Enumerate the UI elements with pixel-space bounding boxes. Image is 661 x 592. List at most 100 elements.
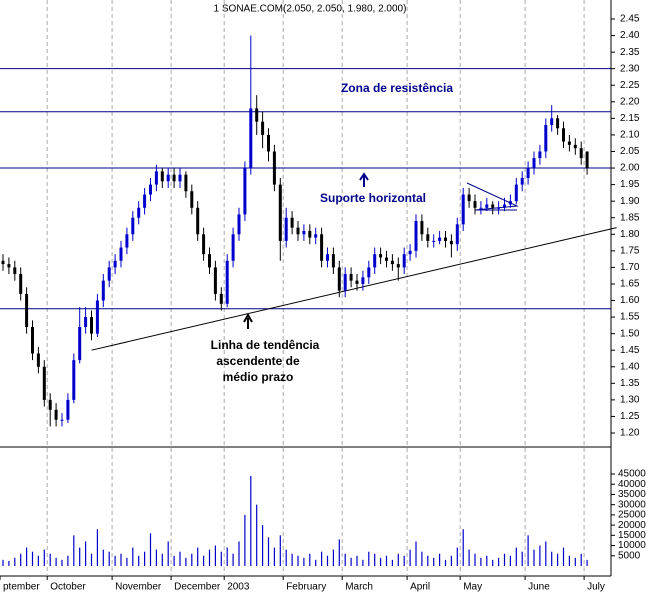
x-tick-label: March (345, 582, 373, 592)
annotation: Linha de tendência (211, 338, 320, 352)
candle-body (573, 144, 577, 149)
candle-body (579, 148, 583, 159)
candle-body (396, 264, 400, 268)
candle-body (402, 254, 406, 268)
arrow-trend (243, 312, 253, 329)
candle-body (54, 409, 58, 420)
candle-body (556, 118, 560, 129)
candle-body (284, 217, 288, 241)
candle-body (385, 257, 388, 261)
candle-body (337, 267, 341, 291)
candle-body (497, 207, 501, 209)
candle-body (237, 214, 241, 235)
candle-body (461, 194, 465, 225)
y2-tick-label: 10000 (618, 540, 646, 551)
candle-body (308, 230, 312, 238)
y2-tick-label: 20000 (618, 520, 646, 531)
trend-line (91, 227, 617, 351)
y-tick-label: 1.30 (620, 395, 640, 406)
y2-tick-label: 5000 (618, 550, 641, 561)
candle-body (166, 174, 170, 182)
y2-tick-label: 15000 (618, 530, 646, 541)
candle-body (84, 317, 88, 328)
candle-body (538, 151, 542, 159)
y2-tick-label: 45000 (618, 469, 646, 480)
candle-body (467, 194, 471, 202)
chart-title: 1 SONAE.COM(2.050, 2.050, 1.980, 2.000) (214, 4, 407, 15)
y-tick-label: 2.40 (620, 30, 640, 41)
candle-body (390, 260, 394, 265)
y2-tick-label: 30000 (618, 499, 646, 510)
candle-body (137, 207, 141, 218)
x-tick-label: February (286, 582, 326, 592)
candle-body (544, 124, 548, 152)
candle-body (208, 254, 211, 268)
candle-body (503, 204, 506, 208)
candle-body (379, 254, 383, 258)
y-tick-label: 2.00 (620, 163, 640, 174)
candle-body (320, 234, 324, 261)
candle-body (432, 240, 436, 242)
candle-body (48, 399, 52, 410)
candle-body (367, 267, 371, 278)
candle-body (355, 280, 359, 284)
y-tick-label: 2.05 (620, 146, 640, 157)
y-tick-label: 2.15 (620, 113, 640, 124)
candle-body (326, 254, 329, 261)
annotation: Zona de resistência (341, 81, 453, 95)
x-tick-label: October (50, 582, 86, 592)
candle-body (66, 399, 70, 420)
y-tick-label: 1.35 (620, 378, 640, 389)
candle-body (243, 168, 247, 215)
x-tick-label: ptember (3, 582, 40, 592)
candle-body (60, 419, 64, 421)
candle-body (267, 134, 270, 152)
x-tick-label: June (528, 582, 550, 592)
candle-body (290, 217, 294, 228)
y-tick-label: 2.25 (620, 80, 640, 91)
candle-body (449, 240, 453, 245)
candle-body (343, 274, 347, 291)
candle-body (408, 250, 412, 255)
y-tick-label: 1.55 (620, 312, 640, 323)
candle-body (272, 151, 276, 185)
candle-body (508, 201, 512, 205)
candle-body (125, 234, 129, 248)
y-tick-label: 2.35 (620, 47, 640, 58)
candle-body (113, 260, 117, 268)
candle-body (296, 227, 300, 235)
candle-body (219, 293, 223, 304)
y2-tick-label: 35000 (618, 489, 646, 500)
y-tick-label: 1.85 (620, 212, 640, 223)
candle-body (154, 171, 158, 185)
candle-body (149, 184, 152, 195)
candle-body (160, 171, 164, 182)
candle-body (520, 177, 524, 185)
y-tick-label: 2.20 (620, 96, 640, 107)
candle-body (213, 267, 217, 294)
y-tick-label: 1.65 (620, 279, 640, 290)
candle-body (1, 260, 5, 265)
candle-body (302, 230, 306, 235)
candle-body (420, 221, 424, 235)
y-tick-label: 2.45 (620, 14, 640, 25)
candle-body (331, 254, 335, 268)
y-tick-label: 1.75 (620, 245, 640, 256)
candle-body (444, 237, 447, 241)
candle-body (526, 168, 530, 178)
candle-body (178, 174, 182, 182)
y2-tick-label: 25000 (618, 510, 646, 521)
y-tick-label: 2.30 (620, 63, 640, 74)
candle-body (190, 191, 194, 208)
annotation: Suporte horizontal (320, 191, 426, 205)
candle-body (196, 207, 200, 235)
candle-body (585, 151, 589, 169)
candle-body (455, 224, 459, 245)
candle-body (373, 254, 377, 268)
x-tick-label: December (174, 582, 221, 592)
annotation: médio prazo (223, 370, 294, 384)
candle-body (249, 108, 253, 169)
candle-body (567, 141, 571, 145)
y-tick-label: 1.80 (620, 229, 640, 240)
